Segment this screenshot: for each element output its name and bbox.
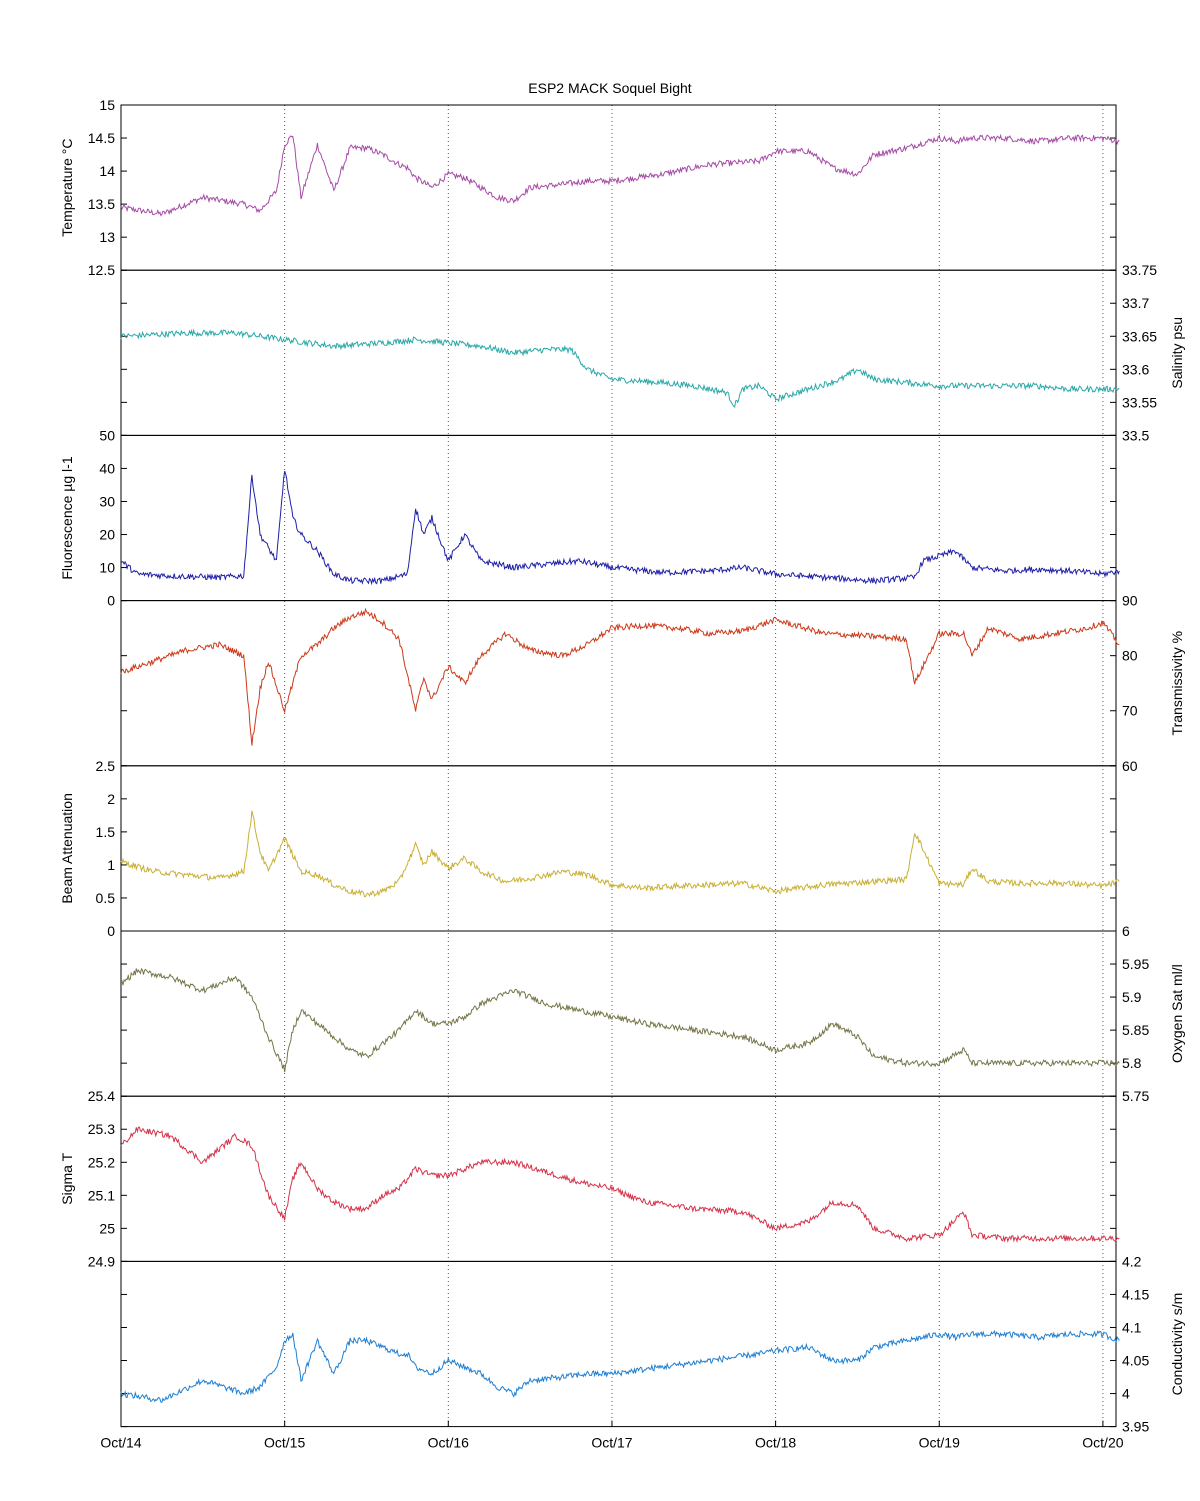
series-line-salinity bbox=[120, 328, 1120, 408]
x-tick-label: Oct/20 bbox=[1082, 1435, 1123, 1451]
y-tick-label: 25 bbox=[99, 1220, 115, 1236]
y-axis-label: Conductivity s/m bbox=[1169, 1293, 1185, 1396]
panel-frame bbox=[120, 434, 1117, 602]
y-tick-label: 5.85 bbox=[1122, 1022, 1149, 1038]
y-tick-label: 24.9 bbox=[88, 1253, 115, 1269]
y-tick-label: 40 bbox=[99, 460, 115, 476]
panel-frame bbox=[120, 269, 1117, 436]
y-tick-label: 12.5 bbox=[88, 262, 115, 278]
x-tick-label: Oct/14 bbox=[100, 1435, 141, 1451]
series-line-sigma-t bbox=[120, 1126, 1120, 1244]
y-tick-label: 80 bbox=[1122, 648, 1138, 664]
y-tick-label: 3.95 bbox=[1122, 1419, 1149, 1435]
y-tick-label: 33.55 bbox=[1122, 394, 1157, 410]
x-tick-label: Oct/15 bbox=[264, 1435, 305, 1451]
y-tick-label: 25.3 bbox=[88, 1121, 115, 1137]
y-tick-label: 2.5 bbox=[96, 758, 116, 774]
y-tick-label: 5.95 bbox=[1122, 956, 1149, 972]
y-tick-label: 1 bbox=[107, 857, 115, 873]
panel-temperature: 12.5 13 13.5 14 14.5 15 Temperature °C bbox=[59, 97, 1120, 278]
y-tick-label: 0 bbox=[107, 593, 115, 609]
series-line-beam-attenuation bbox=[120, 810, 1120, 898]
y-axis-label: Transmissivity % bbox=[1169, 631, 1185, 736]
panel-salinity: 33.5 33.55 33.6 33.65 33.7 33.75 Salinity psu bbox=[120, 262, 1185, 443]
panel-frame bbox=[120, 930, 1117, 1097]
y-tick-label: 33.7 bbox=[1122, 295, 1149, 311]
series-line-fluorescence bbox=[120, 470, 1120, 586]
y-tick-label: 25.2 bbox=[88, 1154, 115, 1170]
x-tick-label: Oct/19 bbox=[919, 1435, 960, 1451]
panel-oxygen: 5.75 5.8 5.85 5.9 5.95 6 Oxygen Sat ml/l bbox=[120, 923, 1185, 1104]
y-tick-label: 0.5 bbox=[96, 890, 116, 906]
x-tick-label: Oct/18 bbox=[755, 1435, 796, 1451]
y-tick-label: 90 bbox=[1122, 593, 1138, 609]
y-axis-label: Beam Attenuation bbox=[59, 793, 75, 904]
series-line-transmissivity bbox=[120, 607, 1120, 746]
y-tick-label: 70 bbox=[1122, 703, 1138, 719]
x-tick-label: Oct/17 bbox=[591, 1435, 632, 1451]
y-tick-label: 4.2 bbox=[1122, 1253, 1142, 1269]
panel-transmissivity: 60 70 80 90 Transmissivity % bbox=[120, 593, 1185, 774]
y-axis-label: Oxygen Sat ml/l bbox=[1169, 964, 1185, 1063]
x-tick-label: Oct/16 bbox=[428, 1435, 469, 1451]
panel-frame bbox=[120, 1095, 1117, 1262]
panel-frame bbox=[120, 765, 1117, 932]
panel-fluorescence: 0 10 20 30 40 50 Fluorescence µg l-1 bbox=[59, 427, 1120, 609]
series-line-temperature bbox=[120, 133, 1120, 217]
series-line-conductivity bbox=[120, 1329, 1120, 1403]
y-axis-label: Temperature °C bbox=[59, 138, 75, 236]
panel-conductivity: 3.95 4 4.05 4.1 4.15 4.2 Conductivity s/m bbox=[120, 1253, 1185, 1435]
y-tick-label: 4.15 bbox=[1122, 1286, 1149, 1302]
y-tick-label: 2 bbox=[107, 791, 115, 807]
y-tick-label: 4.1 bbox=[1122, 1319, 1142, 1335]
y-tick-label: 14.5 bbox=[88, 130, 115, 146]
y-tick-label: 10 bbox=[99, 560, 115, 576]
panel-frame bbox=[120, 104, 1117, 271]
y-tick-label: 25.1 bbox=[88, 1187, 115, 1203]
y-tick-label: 33.6 bbox=[1122, 361, 1149, 377]
y-tick-label: 50 bbox=[99, 427, 115, 443]
y-tick-label: 5.9 bbox=[1122, 989, 1142, 1005]
y-tick-label: 25.4 bbox=[88, 1088, 115, 1104]
y-tick-label: 20 bbox=[99, 527, 115, 543]
y-tick-label: 30 bbox=[99, 493, 115, 509]
chart-title: ESP2 MACK Soquel Bight bbox=[528, 80, 692, 96]
y-tick-label: 5.75 bbox=[1122, 1088, 1149, 1104]
y-tick-label: 14 bbox=[99, 163, 115, 179]
panel-beam-attenuation: 0 0.5 1 1.5 2 2.5 Beam Attenuation bbox=[59, 758, 1120, 939]
y-tick-label: 60 bbox=[1122, 758, 1138, 774]
y-tick-label: 1.5 bbox=[96, 824, 116, 840]
y-tick-label: 4.05 bbox=[1122, 1353, 1149, 1369]
y-axis-label: Sigma T bbox=[59, 1152, 75, 1204]
y-tick-label: 5.8 bbox=[1122, 1055, 1142, 1071]
y-tick-label: 13 bbox=[99, 229, 115, 245]
y-tick-label: 13.5 bbox=[88, 196, 115, 212]
y-tick-label: 15 bbox=[99, 97, 115, 113]
y-tick-label: 33.65 bbox=[1122, 328, 1157, 344]
y-tick-label: 0 bbox=[107, 923, 115, 939]
panel-frame bbox=[120, 1260, 1117, 1428]
y-axis-label: Fluorescence µg l-1 bbox=[59, 456, 75, 579]
panel-sigma-t: 24.9 25 25.1 25.2 25.3 25.4 Sigma T bbox=[59, 1088, 1120, 1269]
y-tick-label: 6 bbox=[1122, 923, 1130, 939]
y-axis-label: Salinity psu bbox=[1169, 317, 1185, 389]
y-tick-label: 4 bbox=[1122, 1386, 1130, 1402]
series-line-oxygen bbox=[120, 967, 1120, 1073]
y-tick-label: 33.75 bbox=[1122, 262, 1157, 278]
y-tick-label: 33.5 bbox=[1122, 427, 1149, 443]
